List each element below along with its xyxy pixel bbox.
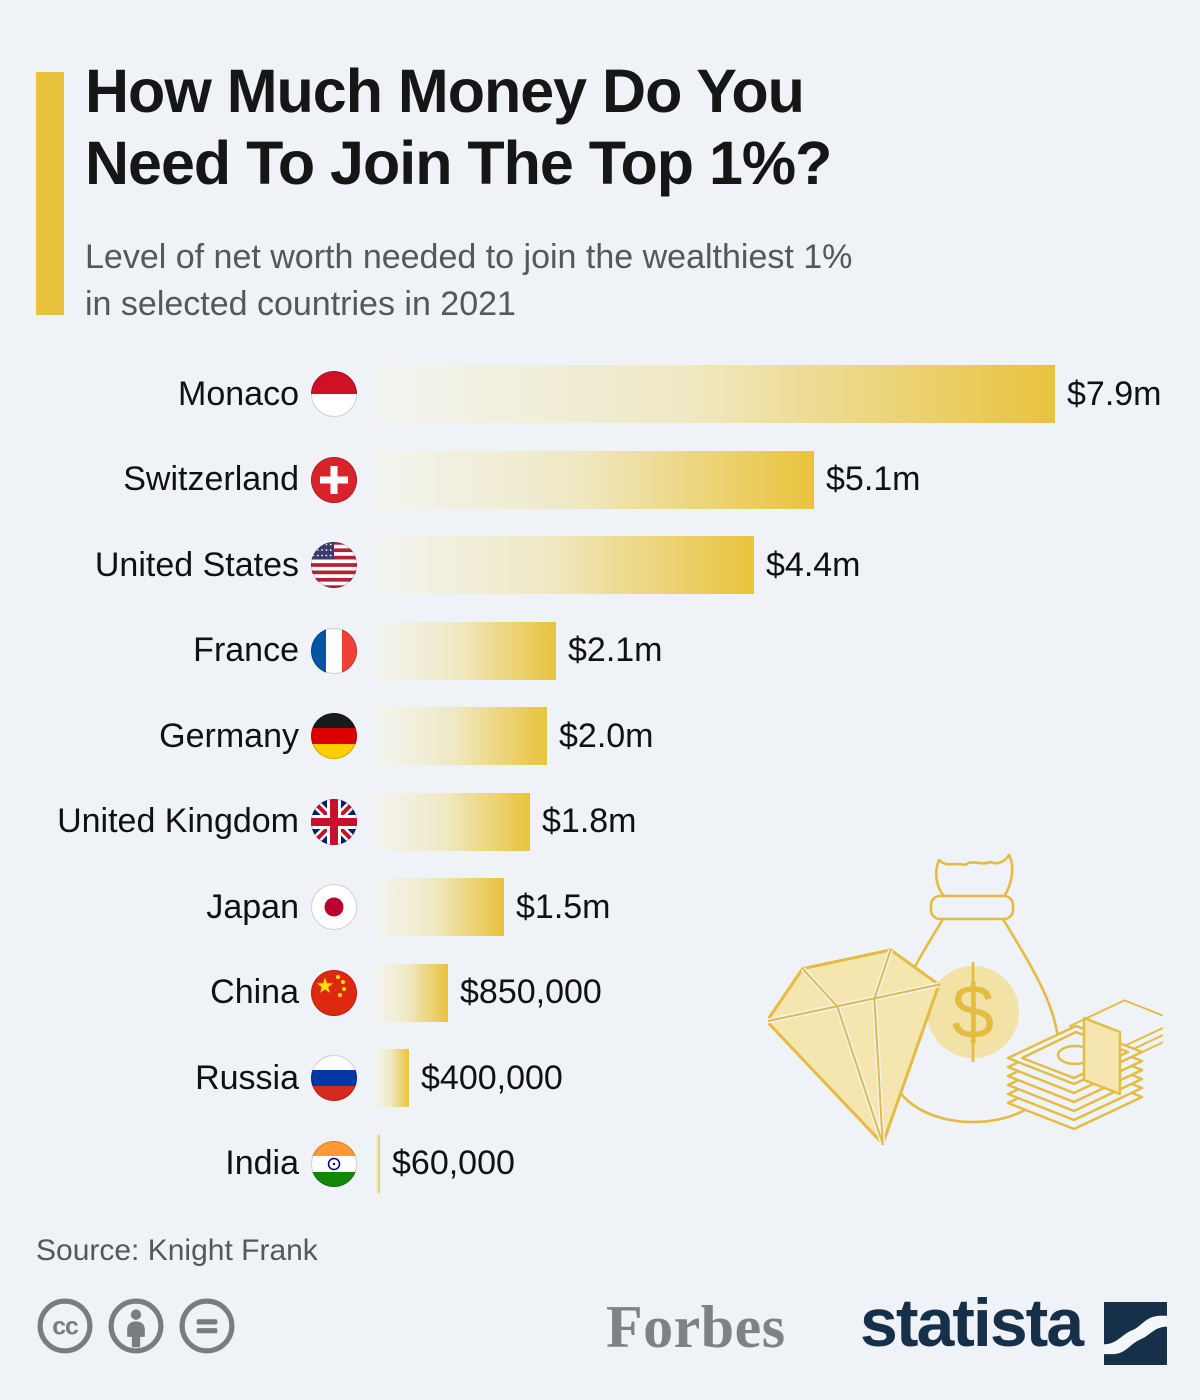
value-label: $4.4m [766, 545, 861, 584]
banknotes-icon [1006, 999, 1179, 1131]
row-label-group: Germany [0, 712, 358, 760]
dollar-sign-icon: $ [927, 962, 1019, 1062]
france-flag-icon [310, 627, 358, 675]
russia-flag-icon [310, 1054, 358, 1102]
bar-row-russia: Russia $400,000 [0, 1049, 1200, 1107]
bar-row-japan: Japan $1.5m [0, 878, 1200, 936]
row-label-group: France [0, 627, 358, 675]
country-label: Japan [206, 887, 299, 926]
bar-area: $2.0m [375, 707, 1200, 765]
country-label: Russia [195, 1058, 299, 1097]
statista-logo-text: statista [860, 1285, 1084, 1361]
bar-area: $1.8m [375, 792, 1200, 851]
row-label-group: Switzerland [0, 456, 358, 504]
value-label: $60,000 [392, 1144, 515, 1182]
value-label: $850,000 [460, 973, 602, 1011]
value-bar [375, 365, 1055, 423]
subtitle-line-2: in selected countries in 2021 [85, 284, 516, 323]
forbes-logo: Forbes [606, 1294, 786, 1360]
country-label: United Kingdom [57, 802, 299, 840]
value-label: $400,000 [421, 1058, 563, 1097]
value-label: $7.9m [1067, 374, 1162, 413]
bar-row-united-states: United States $4.4m [0, 536, 1200, 594]
bar-area: $7.9m [375, 365, 1200, 423]
bar-row-germany: Germany $2.0m [0, 707, 1200, 765]
bar-area: $2.1m [375, 621, 1200, 680]
bar-row-france: France $2.1m [0, 621, 1200, 680]
country-label: India [225, 1144, 299, 1182]
bar-area: $4.4m [375, 536, 1200, 594]
title-line-2: Need To Join The Top 1%? [85, 128, 832, 197]
diamond-icon [765, 948, 941, 1146]
country-label: Switzerland [123, 460, 299, 498]
value-bar [375, 1134, 380, 1193]
row-label-group: United Kingdom [0, 798, 358, 846]
bar-chart: Monaco $7.9m Switzerland $5.1m United St… [0, 365, 1200, 1220]
india-flag-icon [310, 1140, 358, 1188]
value-bar [375, 621, 556, 680]
value-label: $1.5m [516, 887, 611, 926]
statista-logo-icon [1104, 1302, 1167, 1370]
value-bar [375, 878, 504, 936]
value-bar [375, 707, 547, 765]
value-label: $2.0m [559, 716, 654, 755]
license-icons: cc [36, 1297, 236, 1360]
title-line-1: How Much Money Do You [85, 57, 805, 125]
svg-text:$: $ [952, 970, 994, 1055]
country-label: Germany [159, 716, 299, 755]
source-text: Source: Knight Frank [36, 1234, 318, 1267]
united-states-flag-icon [310, 541, 358, 589]
china-flag-icon [310, 969, 358, 1017]
row-label-group: China [0, 969, 358, 1017]
united-kingdom-flag-icon [310, 798, 358, 846]
value-label: $5.1m [826, 460, 921, 498]
value-bar [375, 963, 448, 1022]
page-subtitle: Level of net worth needed to join the we… [85, 234, 852, 328]
value-bar [375, 536, 754, 594]
value-bar [375, 1049, 409, 1107]
germany-flag-icon [310, 712, 358, 760]
value-label: $1.8m [542, 802, 637, 840]
bar-area: $850,000 [375, 963, 1200, 1022]
row-label-group: Monaco [0, 370, 358, 418]
value-label: $2.1m [568, 631, 663, 669]
bar-area: $1.5m [375, 878, 1200, 936]
svg-text:cc: cc [52, 1313, 79, 1340]
value-bar [375, 450, 814, 509]
bar-row-india: India $60,000 [0, 1134, 1200, 1193]
title-accent-bar [36, 72, 64, 315]
cc-icon: cc [36, 1297, 94, 1360]
bar-row-china: China $850,000 [0, 963, 1200, 1022]
bar-area: $60,000 [375, 1134, 1200, 1193]
attribution-icon [107, 1297, 165, 1360]
bar-row-monaco: Monaco $7.9m [0, 365, 1200, 423]
page-title: How Much Money Do You Need To Join The T… [85, 56, 832, 200]
wealth-illustration: $ [765, 850, 1179, 1150]
row-label-group: Japan [0, 883, 358, 931]
row-label-group: Russia [0, 1054, 358, 1102]
equal-icon [178, 1297, 236, 1360]
value-bar [375, 792, 530, 851]
bar-area: $400,000 [375, 1049, 1200, 1107]
country-label: United States [94, 545, 299, 584]
country-label: Monaco [178, 374, 299, 413]
row-label-group: India [0, 1140, 358, 1188]
bar-area: $5.1m [375, 450, 1200, 509]
country-label: China [210, 973, 299, 1011]
bar-row-united-kingdom: United Kingdom $1.8m [0, 792, 1200, 851]
subtitle-line-1: Level of net worth needed to join the we… [85, 238, 853, 276]
bar-row-switzerland: Switzerland $5.1m [0, 450, 1200, 509]
switzerland-flag-icon [310, 456, 358, 504]
country-label: France [193, 631, 299, 669]
japan-flag-icon [310, 883, 358, 931]
row-label-group: United States [0, 541, 358, 589]
monaco-flag-icon [310, 370, 358, 418]
